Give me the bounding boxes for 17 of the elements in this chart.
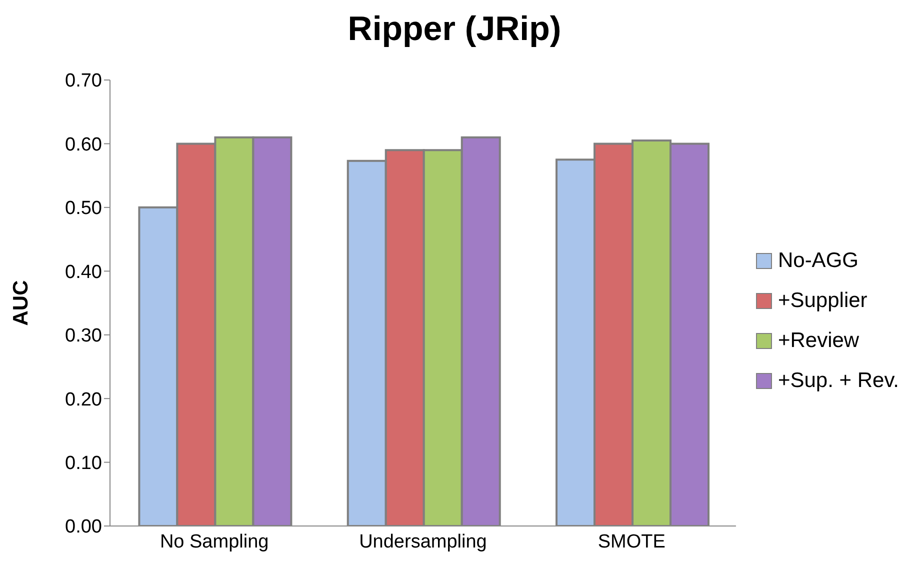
legend-label: +Review [778, 329, 860, 353]
y-tick-label: 0.50 [65, 198, 102, 220]
legend-label: No-AGG [778, 249, 858, 273]
y-axis-title: AUC [9, 280, 32, 326]
x-tick-label: Undersampling [359, 531, 487, 552]
y-tick-label: 0.70 [65, 70, 102, 92]
y-tick-label: 0.00 [65, 516, 102, 538]
chart-title: Ripper (JRip) [346, 9, 562, 50]
y-tick-label: 0.20 [65, 389, 102, 410]
legend-label: +Sup. + Rev. [778, 369, 899, 393]
y-tick-label: 0.60 [65, 134, 102, 156]
y-tick-label: 0.10 [65, 453, 102, 474]
x-tick-label: No Sampling [160, 531, 269, 552]
y-tick-label: 0.40 [65, 262, 102, 283]
x-tick-label: SMOTE [598, 531, 666, 552]
y-tick-label: 0.30 [65, 326, 102, 347]
legend-label: +Supplier [778, 289, 868, 313]
